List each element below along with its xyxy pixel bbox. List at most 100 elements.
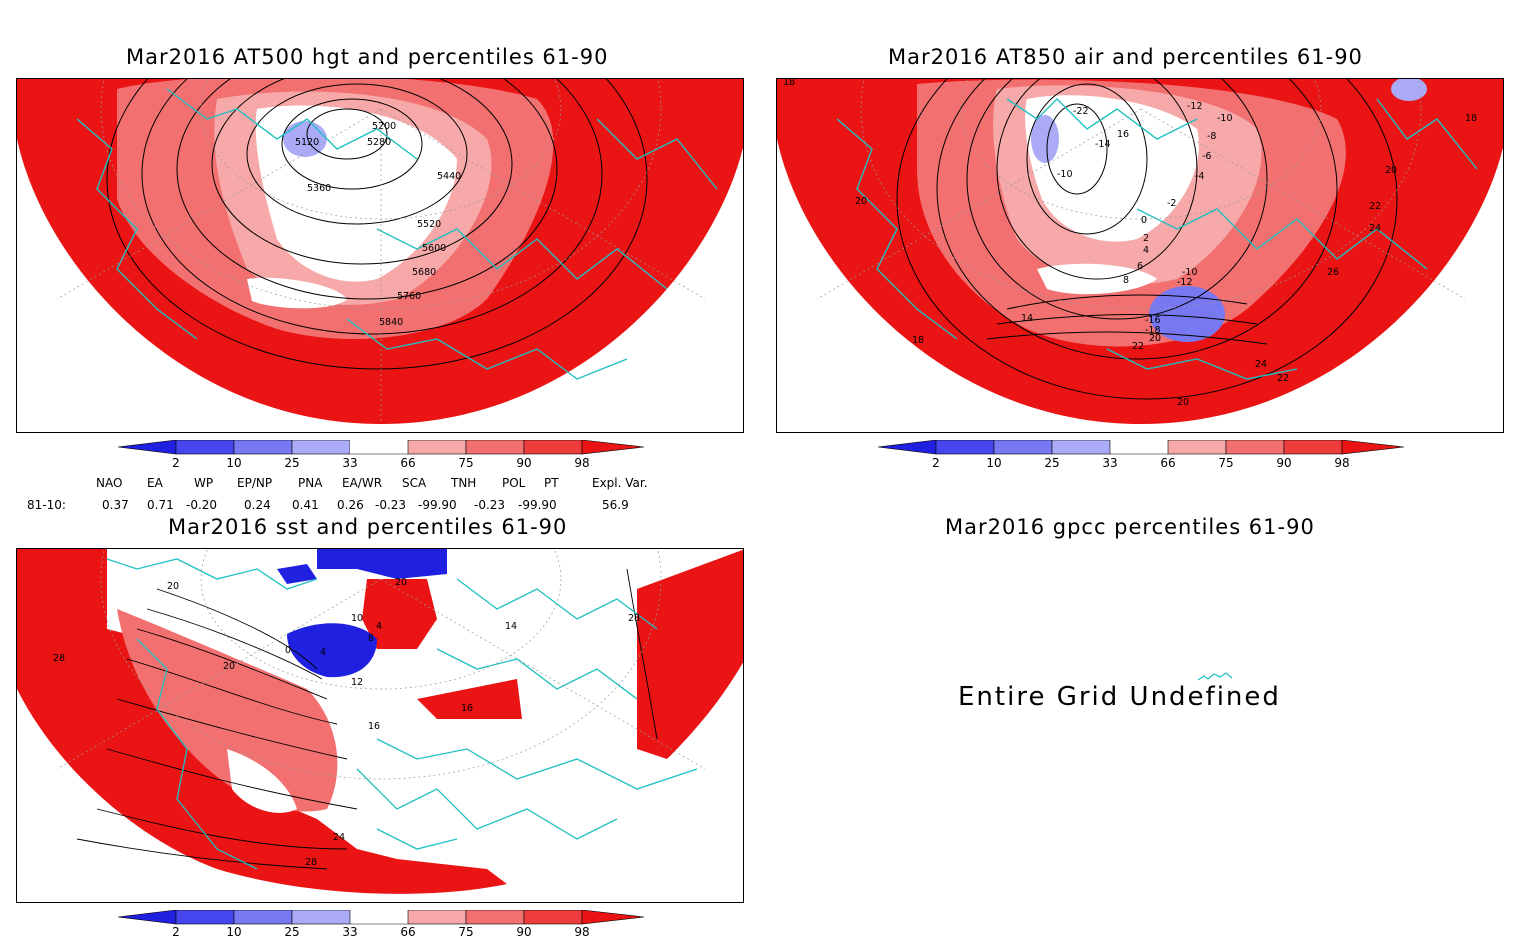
- colorbar-tick: 98: [1334, 456, 1350, 470]
- sst-neutral-region: [227, 749, 297, 813]
- contour-label: -10: [1057, 169, 1073, 180]
- contour-label: 14: [1021, 313, 1033, 324]
- contour-label: -16: [1145, 315, 1161, 326]
- colorbar-segment: [523, 439, 583, 455]
- colorbar-tick: 66: [400, 925, 416, 939]
- index-value: 0.41: [292, 498, 319, 512]
- colorbar-tick: 25: [284, 925, 300, 939]
- gpcc-undefined-message: Entire Grid Undefined: [958, 682, 1281, 712]
- colorbar-arrow-right: [581, 439, 645, 455]
- colorbar-segment: [465, 909, 525, 925]
- contour-label: -22: [1073, 106, 1089, 117]
- index-value: -0.20: [186, 498, 218, 512]
- index-header: EA: [147, 476, 163, 490]
- contour-label: 5840: [379, 317, 403, 328]
- colorbar-tick: 10: [986, 456, 1002, 470]
- contour-label: 0: [285, 645, 291, 656]
- sst-warm-region-med: [417, 679, 522, 719]
- contour-label: 8: [1123, 275, 1129, 286]
- colorbar-tick: 25: [1044, 456, 1060, 470]
- contour-labels-air: -22 -14 -10 -12 -10 -8 -6 -4 -2 0 2 4 6 …: [783, 79, 1477, 408]
- contour-label: -10: [1217, 113, 1233, 124]
- contour-label: 18: [1465, 113, 1477, 124]
- index-header: TNH: [451, 476, 477, 490]
- map-panel-sst: 20 28 20 0 4 8 10 12 16 24 28 16 28 20 1…: [16, 548, 744, 903]
- contour-label: 20: [1149, 333, 1161, 344]
- contour-label: -6: [1202, 151, 1211, 162]
- contour-label: 5280: [367, 137, 391, 148]
- sst-light-region: [117, 609, 338, 812]
- contour-label: 4: [376, 621, 382, 632]
- contour-label: -10: [1182, 267, 1198, 278]
- sst-warm-region-north: [362, 579, 437, 649]
- sst-cold-region-small: [277, 564, 317, 584]
- colorbar-tick: 25: [284, 456, 300, 470]
- contour-label: 28: [53, 653, 65, 664]
- sst-warm-region: [17, 549, 507, 894]
- colorbar-segment: [233, 439, 293, 455]
- index-value: 56.9: [602, 498, 629, 512]
- contour-label: 5120: [295, 137, 319, 148]
- colorbar-arrow-left: [117, 909, 177, 925]
- contour-label: 5200: [372, 121, 396, 132]
- contour-label: 24: [1369, 223, 1381, 234]
- colorbar-arrow-left: [117, 439, 177, 455]
- index-row-label: 81-10:: [27, 498, 66, 512]
- contour-label: 8: [368, 633, 374, 644]
- index-value: 0.24: [244, 498, 271, 512]
- anomaly-neutral-region: [1025, 95, 1199, 242]
- contour-label: 5680: [412, 267, 436, 278]
- contour-label: 20: [1177, 397, 1189, 408]
- colorbar-tick: 98: [574, 925, 590, 939]
- colorbar-air: 2 10 25 33 66 75 90 98: [877, 439, 1405, 480]
- index-value: -99.90: [518, 498, 557, 512]
- colorbar-tick: 90: [516, 456, 532, 470]
- contour-label: 24: [1255, 359, 1267, 370]
- index-value: 0.37: [102, 498, 129, 512]
- contour-label: 20: [395, 577, 407, 588]
- contour-label: 20: [167, 581, 179, 592]
- contour-label: 10: [351, 613, 363, 624]
- colorbar-tick: 33: [342, 456, 358, 470]
- colorbar-tick: 2: [932, 456, 940, 470]
- colorbar-segment: [291, 909, 351, 925]
- colorbar-segment: [523, 909, 583, 925]
- index-value: -99.90: [418, 498, 457, 512]
- colorbar-tick: 98: [574, 456, 590, 470]
- contour-label: 24: [333, 832, 345, 843]
- contour-label: -12: [1177, 277, 1193, 288]
- colorbar-tick: 75: [1218, 456, 1234, 470]
- colorbar-hgt: 2 10 25 33 66 75 90 98: [117, 439, 645, 480]
- contour-label: -18: [1145, 325, 1161, 336]
- colorbar-segment: [1225, 439, 1285, 455]
- colorbar-arrow-left: [877, 439, 937, 455]
- colorbar-tick: 75: [458, 925, 474, 939]
- anomaly-low-region: [283, 121, 327, 157]
- index-header: PT: [544, 476, 559, 490]
- contour-label: 4: [320, 647, 326, 658]
- colorbar-tick: 2: [172, 456, 180, 470]
- index-header: SCA: [402, 476, 427, 490]
- index-header: NAO: [96, 476, 123, 490]
- contour-label: 14: [505, 621, 517, 632]
- index-header: WP: [194, 476, 214, 490]
- colorbar-tick: 66: [400, 456, 416, 470]
- colorbar-tick: 33: [342, 925, 358, 939]
- index-header: EP/NP: [237, 476, 273, 490]
- contour-label: 2: [1143, 233, 1149, 244]
- index-header: EA/WR: [342, 476, 383, 490]
- contour-label: 5520: [417, 219, 441, 230]
- colorbar-segment: [1167, 439, 1227, 455]
- colorbar-segment: [291, 439, 351, 455]
- colorbar-segment: [935, 439, 995, 455]
- panel-title-hgt: Mar2016 AT500 hgt and percentiles 61-90: [126, 45, 609, 69]
- index-header: POL: [502, 476, 526, 490]
- map-panel-hgt: 5120 5200 5280 5360 5440 5520 5600 5680 …: [16, 78, 744, 433]
- contour-label: 6: [1137, 261, 1143, 272]
- contour-label: 20: [855, 196, 867, 207]
- map-hgt-svg: 5120 5200 5280 5360 5440 5520 5600 5680 …: [17, 79, 743, 424]
- gpcc-coast-fragment: [1197, 672, 1233, 681]
- colorbar-tick: 90: [1276, 456, 1292, 470]
- colorbar-segment: [465, 439, 525, 455]
- colorbar-tick: 2: [172, 925, 180, 939]
